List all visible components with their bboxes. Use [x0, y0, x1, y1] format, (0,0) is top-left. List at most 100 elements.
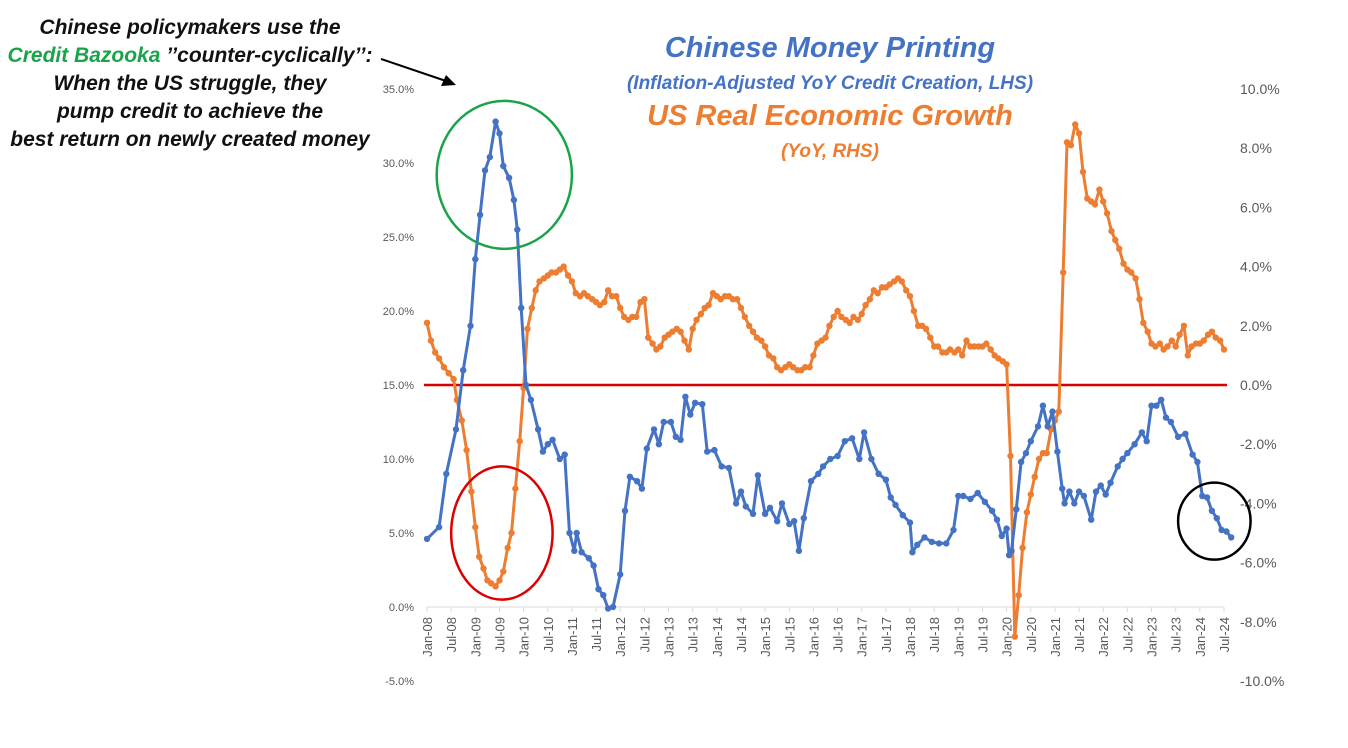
china-credit-line [425, 120, 1233, 610]
china-credit-point [527, 396, 535, 403]
china-credit-point [704, 448, 711, 455]
right-tick-label: 0.0% [1240, 377, 1272, 393]
china-credit-point [732, 500, 740, 507]
china-credit-point [1059, 485, 1066, 492]
china-credit-point [643, 445, 650, 452]
us-growth-point [959, 352, 966, 359]
right-tick-label: 6.0% [1240, 199, 1272, 215]
x-tick-label: Jan-10 [517, 617, 532, 657]
us-growth-point [802, 364, 809, 371]
x-tick-label: Jan-23 [1145, 617, 1160, 657]
china-credit-point [848, 435, 856, 442]
us-growth-point [564, 272, 572, 279]
china-credit-point [914, 541, 921, 548]
china-credit-point [1003, 525, 1010, 532]
china-credit-point [617, 571, 624, 578]
us-growth-point [1140, 319, 1147, 326]
china-credit-point [660, 418, 667, 426]
china-credit-point [882, 476, 890, 483]
china-credit-point [1223, 528, 1230, 535]
annotation-line-4: pump credit to achieve the [56, 100, 324, 123]
china-credit-point [921, 534, 928, 541]
china-credit-point [510, 196, 518, 204]
x-axis-ticks: Jan-08 Jul-08 Jan-09 Jul-09 Jan-10 Jul-10 Jan-… [420, 607, 1232, 657]
china-credit-series [423, 118, 1235, 612]
x-tick-label: Jan-17 [855, 617, 870, 657]
china-credit-point [955, 492, 962, 500]
x-tick-label: Jul-13 [686, 617, 701, 652]
china-credit-point [1017, 458, 1025, 466]
x-tick-label: Jan-14 [710, 617, 725, 657]
china-credit-point [1039, 402, 1047, 409]
x-tick-label: Jan-13 [662, 617, 677, 657]
china-credit-point [595, 586, 602, 593]
us-growth-point [1144, 328, 1151, 335]
china-credit-point [1013, 506, 1020, 513]
right-tick-label: -2.0% [1240, 436, 1277, 452]
china-credit-point [1208, 507, 1216, 514]
china-credit-point [443, 470, 450, 477]
us-growth-point [1075, 130, 1083, 137]
us-growth-point [568, 278, 576, 285]
china-credit-point [1066, 488, 1073, 495]
china-credit-point [677, 436, 684, 443]
china-credit-point [578, 549, 585, 556]
us-growth-point [1208, 328, 1216, 335]
china-credit-point [1194, 458, 1201, 466]
us-growth-point [1079, 168, 1087, 176]
china-credit-point [566, 529, 573, 537]
annotation-arrow-layer [380, 58, 456, 86]
china-credit-point [974, 489, 981, 497]
china-credit-point [800, 515, 807, 522]
us-growth-point [1060, 269, 1067, 276]
china-credit-point [600, 592, 607, 599]
us-growth-point [1120, 260, 1127, 267]
china-credit-point [492, 118, 499, 125]
us-growth-point [749, 328, 757, 335]
china-credit-point [841, 438, 848, 445]
china-credit-point [1107, 479, 1114, 486]
china-credit-point [1199, 492, 1206, 500]
china-credit-point [887, 494, 894, 501]
china-credit-peak-circle [435, 99, 574, 251]
annotation-arrow-line [380, 58, 447, 82]
us-growth-point [1103, 210, 1111, 217]
china-credit-point [544, 441, 551, 448]
china-credit-point [699, 401, 706, 408]
china-credit-point [998, 532, 1005, 540]
annotation-line-1: Chinese policymakers use the [39, 16, 341, 39]
us-growth-point [733, 296, 741, 303]
us-growth-point [657, 343, 664, 350]
us-growth-point [423, 319, 431, 326]
us-recession-circle [449, 465, 554, 601]
us-growth-point [524, 325, 531, 332]
us-growth-point [1108, 227, 1115, 235]
china-credit-point [868, 455, 875, 463]
china-credit-point [906, 519, 914, 526]
us-growth-point [1019, 544, 1026, 551]
chart-title-2: US Real Economic Growth [647, 100, 1013, 132]
left-tick-label: -5.0% [385, 676, 414, 688]
x-tick-label: Jan-16 [806, 617, 821, 657]
us-growth-point [737, 304, 745, 312]
us-growth-point [1172, 343, 1179, 350]
china-credit-point [749, 510, 757, 517]
china-credit-point [718, 463, 725, 470]
china-credit-point [819, 463, 827, 470]
x-tick-label: Jul-20 [1024, 617, 1039, 652]
china-credit-point [875, 470, 882, 477]
china-credit-point [423, 535, 431, 543]
x-tick-label: Jul-11 [589, 617, 604, 651]
left-tick-label: 25.0% [383, 232, 414, 244]
us-growth-point [862, 301, 869, 309]
annotation-line-3: When the US struggle, they [53, 72, 327, 95]
china-credit-point [573, 529, 580, 537]
us-growth-point [858, 310, 865, 318]
x-tick-label: Jan-20 [1000, 617, 1015, 657]
x-tick-label: Jul-14 [734, 617, 749, 652]
china-credit-point [667, 418, 675, 426]
right-tick-label: 10.0% [1240, 81, 1280, 97]
us-growth-series [423, 121, 1228, 640]
x-tick-label: Jan-12 [613, 617, 628, 657]
china-credit-point [452, 426, 460, 433]
